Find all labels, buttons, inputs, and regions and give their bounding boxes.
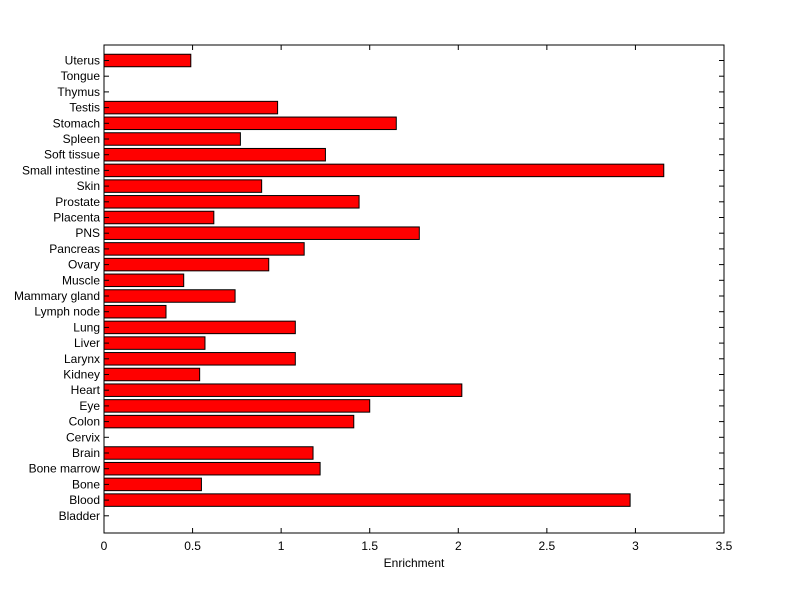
bar [103, 383, 463, 397]
x-tick-label: 3.5 [716, 539, 733, 553]
bar [103, 336, 206, 350]
y-tick-label: Kidney [63, 368, 100, 382]
y-tick-label: Eye [79, 399, 100, 413]
y-tick-label: PNS [75, 226, 100, 240]
bar [103, 147, 326, 162]
bar [103, 446, 314, 460]
bar [103, 320, 296, 335]
bar [103, 242, 305, 256]
y-tick-label: Larynx [64, 352, 100, 366]
bar [103, 289, 236, 303]
y-tick-label: Blood [69, 493, 100, 507]
bar [103, 493, 631, 507]
y-tick-label: Bone [72, 477, 100, 491]
y-tick-label: Small intestine [22, 163, 100, 177]
y-tick-label: Lymph node [34, 305, 100, 319]
y-tick-label: Ovary [68, 258, 100, 272]
bar [103, 53, 192, 68]
y-tick-label: Spleen [63, 132, 100, 146]
x-axis-label: Enrichment [384, 556, 445, 570]
y-tick-label: Muscle [62, 273, 100, 287]
y-tick-label: Testis [69, 101, 100, 115]
x-tick-label: 1 [278, 539, 285, 553]
y-tick-label: Cervix [66, 430, 100, 444]
y-tick-label: Bone marrow [29, 462, 101, 476]
x-axis: 0 0.5 1 1.5 2 2.5 3 3.5 [101, 45, 733, 553]
bar [103, 414, 355, 429]
bar [103, 179, 263, 193]
bar [103, 226, 420, 240]
bar [103, 163, 665, 178]
y-tick-label: Uterus [65, 54, 100, 68]
bar [103, 367, 201, 382]
y-tick-label: Stomach [53, 116, 100, 130]
x-tick-label: 2 [455, 539, 462, 553]
bars-layer [103, 53, 665, 507]
y-tick-label: Bladder [59, 509, 100, 523]
y-tick-label: Thymus [57, 85, 100, 99]
y-tick-label: Pancreas [49, 242, 100, 256]
x-tick-label: 3 [632, 539, 639, 553]
y-tick-label: Tongue [61, 69, 101, 83]
y-tick-label: Liver [74, 336, 100, 350]
y-tick-label: Heart [71, 383, 101, 397]
bar [103, 461, 321, 476]
bar [103, 210, 215, 225]
bar [103, 257, 270, 272]
bar [103, 399, 371, 413]
bar [103, 352, 296, 366]
y-tick-label: Mammary gland [14, 289, 100, 303]
bar [103, 116, 397, 131]
y-tick-label: Soft tissue [44, 148, 100, 162]
y-tick-label: Colon [69, 415, 100, 429]
y-tick-label: Skin [77, 179, 100, 193]
bar [103, 477, 202, 492]
y-tick-label: Prostate [55, 195, 100, 209]
bar [103, 132, 241, 146]
x-tick-label: 1.5 [361, 539, 378, 553]
x-tick-label: 2.5 [539, 539, 556, 553]
bar [103, 100, 279, 115]
plot-frame [103, 44, 725, 534]
bar [103, 273, 185, 288]
bar [103, 195, 360, 209]
x-tick-label: 0.5 [184, 539, 201, 553]
bar [103, 304, 167, 319]
y-tick-label: Placenta [53, 211, 100, 225]
y-tick-label: Lung [73, 320, 100, 334]
x-tick-label: 0 [101, 539, 108, 553]
y-tick-label: Brain [72, 446, 100, 460]
